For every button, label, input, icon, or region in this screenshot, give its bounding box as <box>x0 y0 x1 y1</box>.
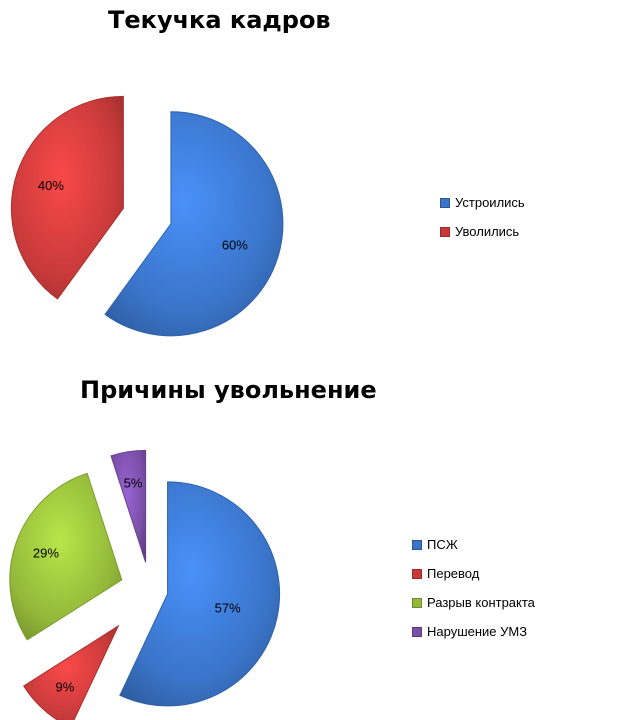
chart-dismissal-reasons: Причины увольнение 57% 9% 29% 5% ПСЖ Перевод… <box>0 362 620 720</box>
legend-reasons: ПСЖ Перевод Разрыв контракта Нарушение УМЗ <box>412 530 535 646</box>
pie-slice-2 <box>10 95 124 300</box>
legend-swatch <box>412 626 422 637</box>
legend-item-4: Нарушение УМЗ <box>412 617 535 646</box>
legend-label: Уволились <box>455 224 520 239</box>
data-label-2: 9% <box>56 679 75 694</box>
data-label-1: 57% <box>215 600 241 615</box>
legend-swatch <box>412 568 422 579</box>
legend-item-2: Уволились <box>440 217 525 246</box>
legend-label: ПСЖ <box>427 537 458 552</box>
pie-slice-1 <box>104 111 284 337</box>
legend-swatch <box>412 539 422 550</box>
data-label-3: 29% <box>33 546 59 561</box>
data-label-2: 40% <box>38 178 64 193</box>
data-label-4: 5% <box>124 476 143 491</box>
legend-swatch <box>412 597 422 608</box>
legend-label: Нарушение УМЗ <box>427 624 528 639</box>
legend-label: Перевод <box>427 566 480 581</box>
pie-plot-turnover: 60% 40% <box>10 95 284 337</box>
legend-item-1: Устроились <box>440 188 525 217</box>
chart-title: Текучка кадров <box>108 6 331 34</box>
legend-label: Разрыв контракта <box>427 595 535 610</box>
legend-turnover: Устроились Уволились <box>440 188 525 246</box>
chart-title: Причины увольнение <box>80 376 377 404</box>
pie-slice-1 <box>119 481 281 707</box>
chart-turnover: Текучка кадров 60% 40% Устроились Уволилис… <box>0 0 620 350</box>
pie-slice-3 <box>9 472 123 641</box>
legend-item-1: ПСЖ <box>412 530 535 559</box>
legend-swatch <box>440 226 450 237</box>
legend-label: Устроились <box>455 195 525 210</box>
data-label-1: 60% <box>222 238 248 253</box>
pie-plot-reasons: 57% 9% 29% 5% <box>9 449 281 720</box>
legend-item-3: Разрыв контракта <box>412 588 535 617</box>
pie-slice-4 <box>110 449 147 563</box>
legend-swatch <box>440 197 450 208</box>
legend-item-2: Перевод <box>412 559 535 588</box>
pie-slice-2 <box>23 624 120 720</box>
